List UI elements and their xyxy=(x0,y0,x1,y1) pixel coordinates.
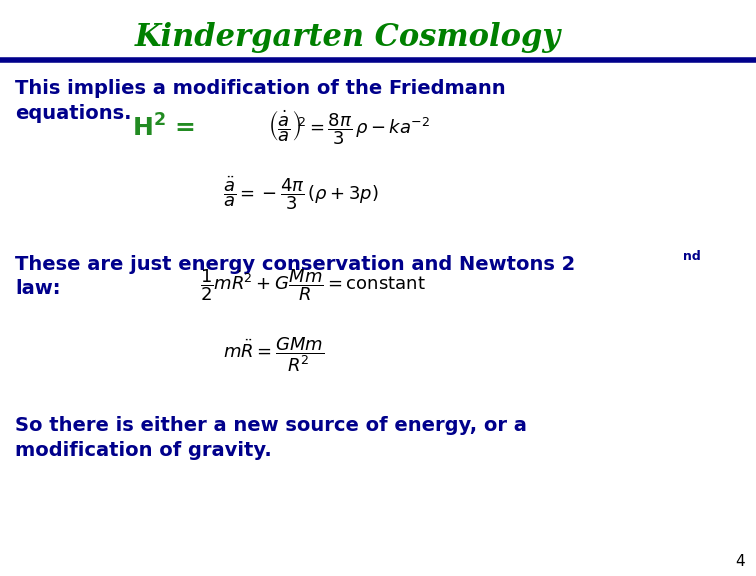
Text: modification of gravity.: modification of gravity. xyxy=(15,441,272,460)
Text: $\dfrac{1}{2}m\dot{R}^2 + G\dfrac{Mm}{R} = \mathrm{constant}$: $\dfrac{1}{2}m\dot{R}^2 + G\dfrac{Mm}{R}… xyxy=(200,267,426,303)
Text: This implies a modification of the Friedmann: This implies a modification of the Fried… xyxy=(15,79,506,98)
Text: 4: 4 xyxy=(735,554,745,569)
Text: $\left(\dfrac{\dot{a}}{a}\right)^{\!\!2} = \dfrac{8\pi}{3}\,\rho - ka^{-2}$: $\left(\dfrac{\dot{a}}{a}\right)^{\!\!2}… xyxy=(268,108,431,147)
Text: These are just energy conservation and Newtons 2: These are just energy conservation and N… xyxy=(15,255,575,274)
Text: $\mathbf{H^2}$ =: $\mathbf{H^2}$ = xyxy=(132,114,195,142)
Text: law:: law: xyxy=(15,279,60,298)
Text: $\dfrac{\ddot{a}}{a} = -\dfrac{4\pi}{3}\,(\rho + 3p)$: $\dfrac{\ddot{a}}{a} = -\dfrac{4\pi}{3}\… xyxy=(223,174,379,212)
Text: $m\ddot{R} = \dfrac{GMm}{R^2}$: $m\ddot{R} = \dfrac{GMm}{R^2}$ xyxy=(223,335,324,374)
Text: Kindergarten Cosmology: Kindergarten Cosmology xyxy=(135,22,561,53)
Text: nd: nd xyxy=(683,250,701,263)
Text: So there is either a new source of energy, or a: So there is either a new source of energ… xyxy=(15,416,527,435)
Text: equations.: equations. xyxy=(15,104,132,123)
